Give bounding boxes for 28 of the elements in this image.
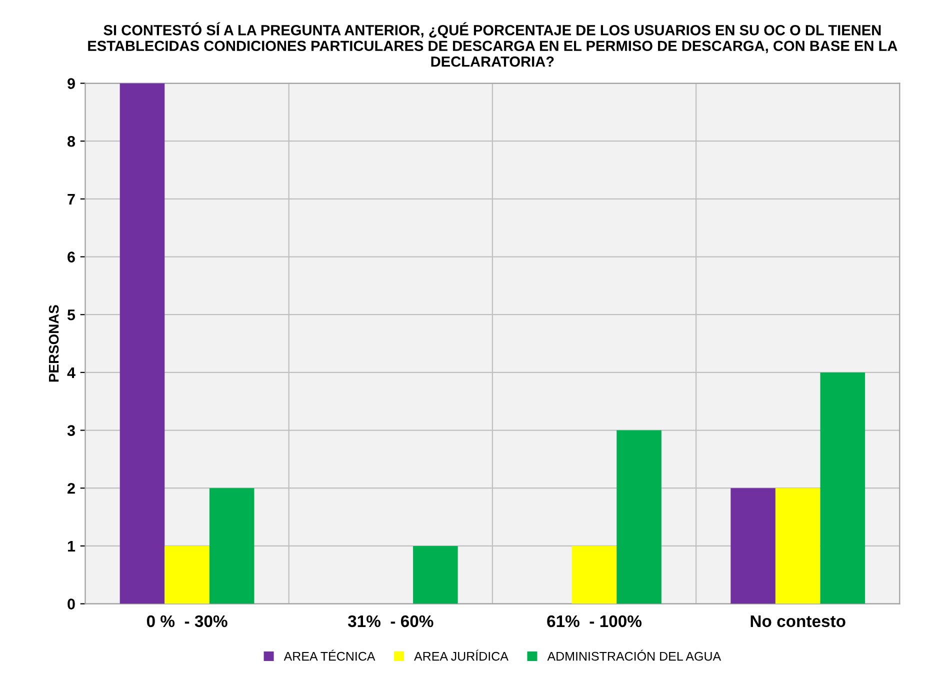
bar [120, 83, 165, 604]
y-axis-title: PERSONAS [48, 305, 59, 382]
y-tick-label: 4 [67, 367, 76, 378]
y-tick-label: 9 [68, 78, 75, 89]
bar [209, 488, 254, 604]
bar [775, 488, 820, 604]
y-tick-label: 5 [67, 310, 76, 320]
legend-label: ADMINISTRACIÓN DEL AGUA [547, 650, 722, 661]
x-tick-label: 0 % - 30% [146, 615, 228, 628]
y-tick-label: 8 [67, 136, 76, 147]
x-tick-label: 61% - 100% [547, 615, 642, 628]
bar [730, 488, 776, 604]
y-tick-label: 7 [68, 194, 75, 204]
bar [616, 430, 662, 604]
bar [164, 546, 210, 604]
legend-label: AREA TÉCNICA [284, 650, 376, 661]
y-tick-label: 3 [67, 425, 75, 436]
y-tick-label: 1 [68, 540, 76, 552]
bar [413, 546, 458, 604]
bar [820, 372, 866, 604]
y-tick-label: 0 [68, 598, 75, 610]
y-tick-label: 2 [68, 482, 75, 494]
y-tick-label: 6 [68, 252, 75, 262]
bar [572, 546, 617, 604]
x-tick-label: 31% - 60% [348, 615, 434, 628]
x-tick-label: No contesto [750, 616, 846, 628]
chart-title: SI CONTESTÓ SÍ A LA PREGUNTA ANTERIOR, ¿QUÉ PORCENTAJE DE LOS USUARIOS EN SU OC O DL TIENEN ESTABLECIDAS CONDICIONES PARTICULARES DE DESCARGA EN EL PERMISO DE DESCARGA, CON BASE EN LA DECLARATORIA? [88, 22, 898, 67]
legend-label: AREA JURÍDICA [414, 650, 508, 661]
